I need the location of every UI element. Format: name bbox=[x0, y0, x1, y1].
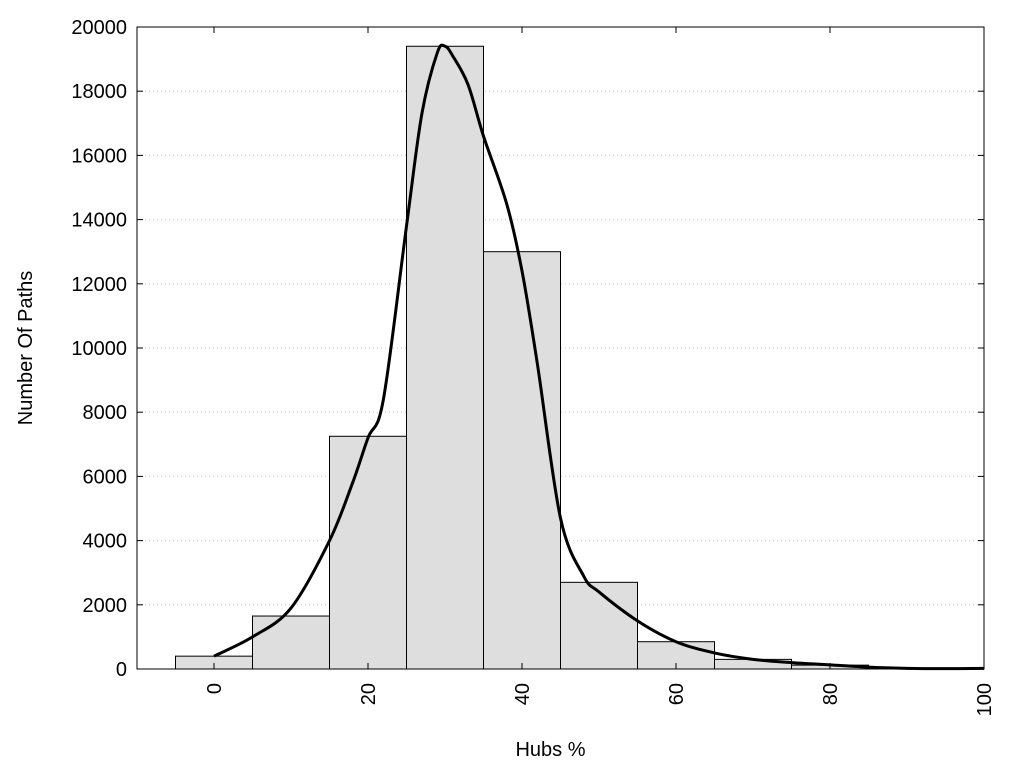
density-curve-layer bbox=[213, 43, 985, 671]
y-tick-label: 16000 bbox=[71, 145, 127, 167]
x-tick-label: 0 bbox=[204, 683, 226, 694]
y-tick-label: 18000 bbox=[71, 81, 127, 103]
x-tick-label: 80 bbox=[820, 683, 842, 705]
x-tick-label: 20 bbox=[358, 683, 380, 705]
x-tick-label: 100 bbox=[974, 683, 996, 716]
histogram-bar bbox=[483, 251, 561, 670]
y-tick-label: 14000 bbox=[71, 210, 127, 232]
histogram-bar bbox=[406, 45, 484, 670]
histogram-bar bbox=[252, 615, 330, 670]
y-tick-label: 0 bbox=[116, 659, 127, 681]
x-tick-label: 40 bbox=[512, 683, 534, 705]
y-tick-label: 10000 bbox=[71, 338, 127, 360]
y-tick-label: 20000 bbox=[71, 17, 127, 39]
y-axis-title: Number Of Paths bbox=[15, 271, 37, 426]
x-axis-ticks: 0 20 40 60 80 100 bbox=[204, 27, 996, 716]
x-tick-label: 60 bbox=[666, 683, 688, 705]
y-axis-ticks: 0 2000 4000 6000 8000 10000 12000 14000 16000 180… bbox=[71, 17, 984, 681]
y-tick-label: 4000 bbox=[83, 531, 128, 553]
x-axis-title: Hubs % bbox=[515, 739, 585, 761]
histogram-bar bbox=[560, 581, 638, 670]
y-tick-label: 8000 bbox=[83, 402, 128, 424]
histogram-bar bbox=[329, 435, 407, 670]
y-tick-label: 6000 bbox=[83, 466, 128, 488]
y-tick-label: 12000 bbox=[71, 274, 127, 296]
y-tick-label: 2000 bbox=[83, 595, 128, 617]
histogram-bars bbox=[175, 45, 985, 670]
density-curve bbox=[213, 43, 985, 671]
